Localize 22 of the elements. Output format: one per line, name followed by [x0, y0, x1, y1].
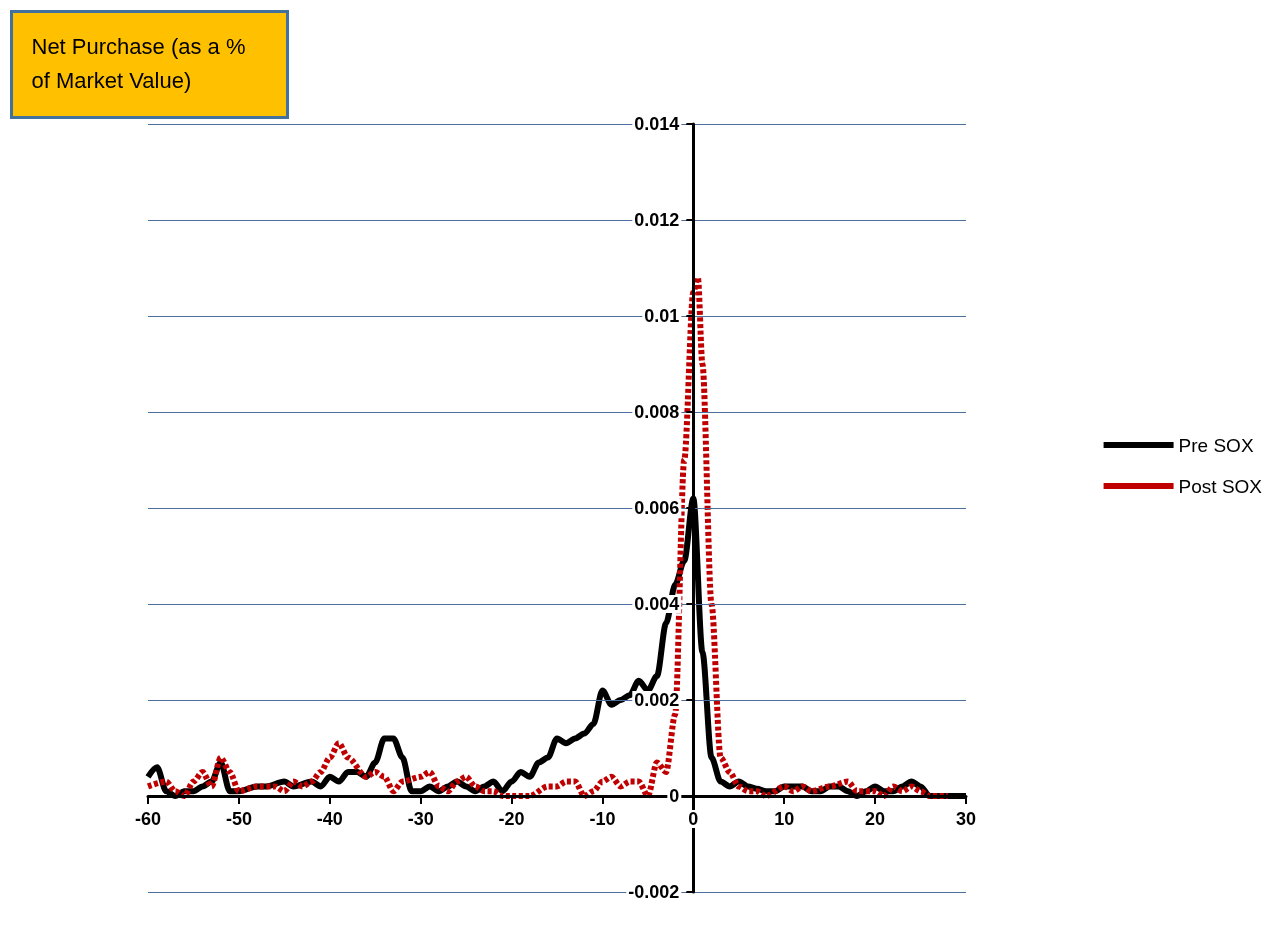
legend-label: Pre SOX [1178, 434, 1254, 456]
y-axis-title: Net Purchase (as a % of Market Value) [31, 34, 252, 93]
x-tick-label: -20 [498, 809, 525, 829]
y-tick-label: 0.004 [634, 594, 680, 614]
x-tick-label: 30 [955, 809, 977, 829]
x-tick-label: -30 [407, 809, 434, 829]
y-tick-label: -0.002 [628, 882, 680, 902]
y-tick-label: 0.002 [634, 690, 680, 710]
x-tick-label: 0 [688, 809, 699, 829]
y-tick-label: 0.008 [634, 402, 680, 422]
x-tick-label: -60 [134, 809, 162, 829]
y-tick-label: 0.01 [644, 306, 680, 326]
y-tick-label: 0.014 [634, 114, 680, 134]
y-tick-label: 0.006 [634, 498, 680, 518]
x-tick-label: 10 [774, 809, 795, 829]
x-tick-label: -40 [316, 809, 343, 829]
legend-label: Post SOX [1178, 475, 1263, 497]
y-tick-label: 0.012 [634, 210, 680, 230]
x-tick-label: -10 [589, 809, 616, 829]
y-tick-label: 0 [669, 786, 680, 806]
x-tick-label: -50 [225, 809, 252, 829]
x-tick-label: 20 [865, 809, 886, 829]
